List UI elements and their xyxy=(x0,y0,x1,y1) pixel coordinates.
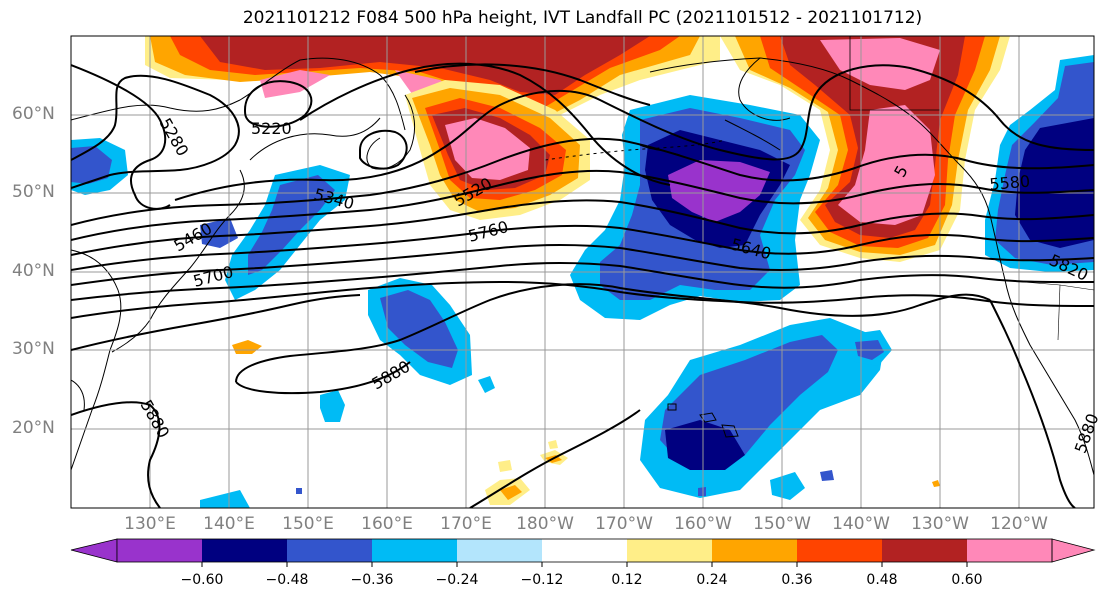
colorbar-swatch xyxy=(712,539,797,562)
colorbar-tick-label: −0.12 xyxy=(520,572,564,588)
colorbar-extend-high xyxy=(1051,538,1096,563)
colorbar-tick-label: −0.60 xyxy=(180,572,224,588)
colorbar-tick-label: 0.48 xyxy=(866,572,898,588)
lon-label: 130°W xyxy=(911,514,969,534)
colorbar-swatch xyxy=(627,539,712,562)
lon-label: 180°W xyxy=(516,514,574,534)
map-frame xyxy=(70,35,1095,509)
height-contours xyxy=(71,62,1094,508)
colorbar-tick-label: −0.48 xyxy=(265,572,309,588)
colorbar-tick-label: 0.24 xyxy=(696,572,728,588)
lon-label: 140°W xyxy=(832,514,890,534)
contour-5880 xyxy=(235,283,991,383)
gridlines xyxy=(71,36,1094,508)
lat-label: 20°N xyxy=(12,418,55,438)
colorbar-tick-label: 0.36 xyxy=(781,572,813,588)
lat-label: 30°N xyxy=(12,339,55,359)
colorbar xyxy=(70,538,1096,567)
lon-label: 170°E xyxy=(440,514,492,534)
colorbar-tick-label: 0.12 xyxy=(611,572,643,588)
contour-5220-low xyxy=(243,80,313,128)
lon-label: 150°W xyxy=(753,514,811,534)
contour-label: 5220 xyxy=(251,119,292,138)
colorbar-tick-label: −0.36 xyxy=(350,572,394,588)
lat-label: 50°N xyxy=(12,182,55,202)
colorbar-swatch xyxy=(372,539,457,562)
lon-label: 160°E xyxy=(361,514,413,534)
lon-label: 160°W xyxy=(674,514,732,534)
lat-label: 40°N xyxy=(12,261,55,281)
lon-label: 140°E xyxy=(203,514,255,534)
colorbar-swatch xyxy=(967,539,1052,562)
lon-label: 120°W xyxy=(990,514,1048,534)
plot-title: 2021101212 F084 500 hPa height, IVT Land… xyxy=(242,8,923,28)
lon-label: 130°E xyxy=(124,514,176,534)
lon-label: 150°E xyxy=(282,514,334,534)
lat-label: 60°N xyxy=(12,104,55,124)
coastlines xyxy=(71,36,1094,476)
colorbar-swatch xyxy=(202,539,287,562)
colorbar-swatch xyxy=(117,539,202,562)
colorbar-swatch xyxy=(287,539,372,562)
colorbar-swatch xyxy=(542,539,627,562)
colorbar-swatch xyxy=(797,539,882,562)
contour-label: 5580 xyxy=(989,172,1031,194)
colorbar-extend-low xyxy=(70,538,118,563)
colorbar-tick-label: −0.24 xyxy=(435,572,479,588)
colorbar-tick-label: 0.60 xyxy=(951,572,983,588)
colorbar-swatch xyxy=(882,539,967,562)
colorbar-swatch xyxy=(457,539,542,562)
lon-label: 170°W xyxy=(595,514,653,534)
